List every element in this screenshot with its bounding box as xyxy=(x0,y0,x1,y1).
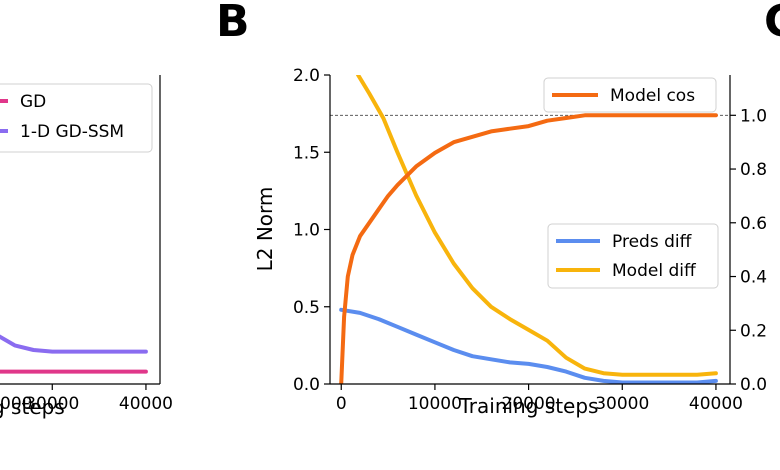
panel-b-x-label: Training steps xyxy=(459,394,599,418)
panel-b-legend-middle: Preds diff Model diff xyxy=(547,223,719,289)
panel-a-x-tick-label: 30000 xyxy=(25,394,79,414)
legend-label-gd-ssm: 1-D GD-SSM xyxy=(20,122,124,142)
y-tick-label: 1.5 xyxy=(293,143,320,163)
legend-label-gd: GD xyxy=(20,92,46,112)
panel-b-left-ticks: 0.0 0.5 1.0 1.5 2.0 xyxy=(293,66,330,395)
panel-a-x-tick-label: 40000 xyxy=(119,394,173,414)
y-tick-label: 1.0 xyxy=(293,221,320,241)
legend-label-model-cos: Model cos xyxy=(610,86,695,106)
legend-box-model-cos xyxy=(543,77,717,113)
panel-a-x-label: g steps xyxy=(0,395,65,419)
x-tick-label: 20000 xyxy=(502,394,556,414)
series-line-1-d-gd-ssm xyxy=(0,334,148,354)
panel-b: 0.0 0.5 1.0 1.5 2.0 0.0 0.2 0.4 0.6 0.8 1.0 0 1000… xyxy=(253,66,767,418)
y-right-tick-label: 0.2 xyxy=(740,321,767,341)
panel-label-c: C xyxy=(764,0,780,47)
panel-b-legend-top: Model cos xyxy=(543,77,717,113)
x-tick-label: 0 xyxy=(336,394,347,414)
panel-a-legend-box xyxy=(0,83,153,153)
x-tick-label: 10000 xyxy=(408,394,462,414)
panel-a-legend: GD 1-D GD-SSM xyxy=(0,83,153,153)
panel-b-series xyxy=(339,75,718,384)
series-line-model-cos xyxy=(339,113,718,384)
y-tick-label: 2.0 xyxy=(293,66,320,86)
panel-b-right-ticks: 0.0 0.2 0.4 0.6 0.8 1.0 xyxy=(730,106,767,395)
series-line-preds-diff xyxy=(339,307,718,384)
panel-b-x-ticks: 0 10000 20000 30000 40000 xyxy=(336,384,743,414)
y-tick-label: 0.5 xyxy=(293,298,320,318)
panel-a-series xyxy=(0,334,148,374)
x-tick-label: 40000 xyxy=(689,394,743,414)
panel-label-b: B xyxy=(216,0,250,47)
y-tick-label: 0.0 xyxy=(293,375,320,395)
panel-b-y-label: L2 Norm xyxy=(253,187,277,272)
y-right-tick-label: 0.6 xyxy=(740,214,767,234)
series-line-model-diff xyxy=(356,75,718,377)
y-right-tick-label: 0.0 xyxy=(740,375,767,395)
legend-label-model-diff: Model diff xyxy=(612,261,697,281)
y-right-tick-label: 0.8 xyxy=(740,160,767,180)
legend-label-preds-diff: Preds diff xyxy=(612,232,693,252)
panel-a-x-tick-label: 000 xyxy=(0,394,32,414)
x-tick-label: 30000 xyxy=(595,394,649,414)
y-right-tick-label: 1.0 xyxy=(740,106,767,126)
y-right-tick-label: 0.4 xyxy=(740,268,767,288)
